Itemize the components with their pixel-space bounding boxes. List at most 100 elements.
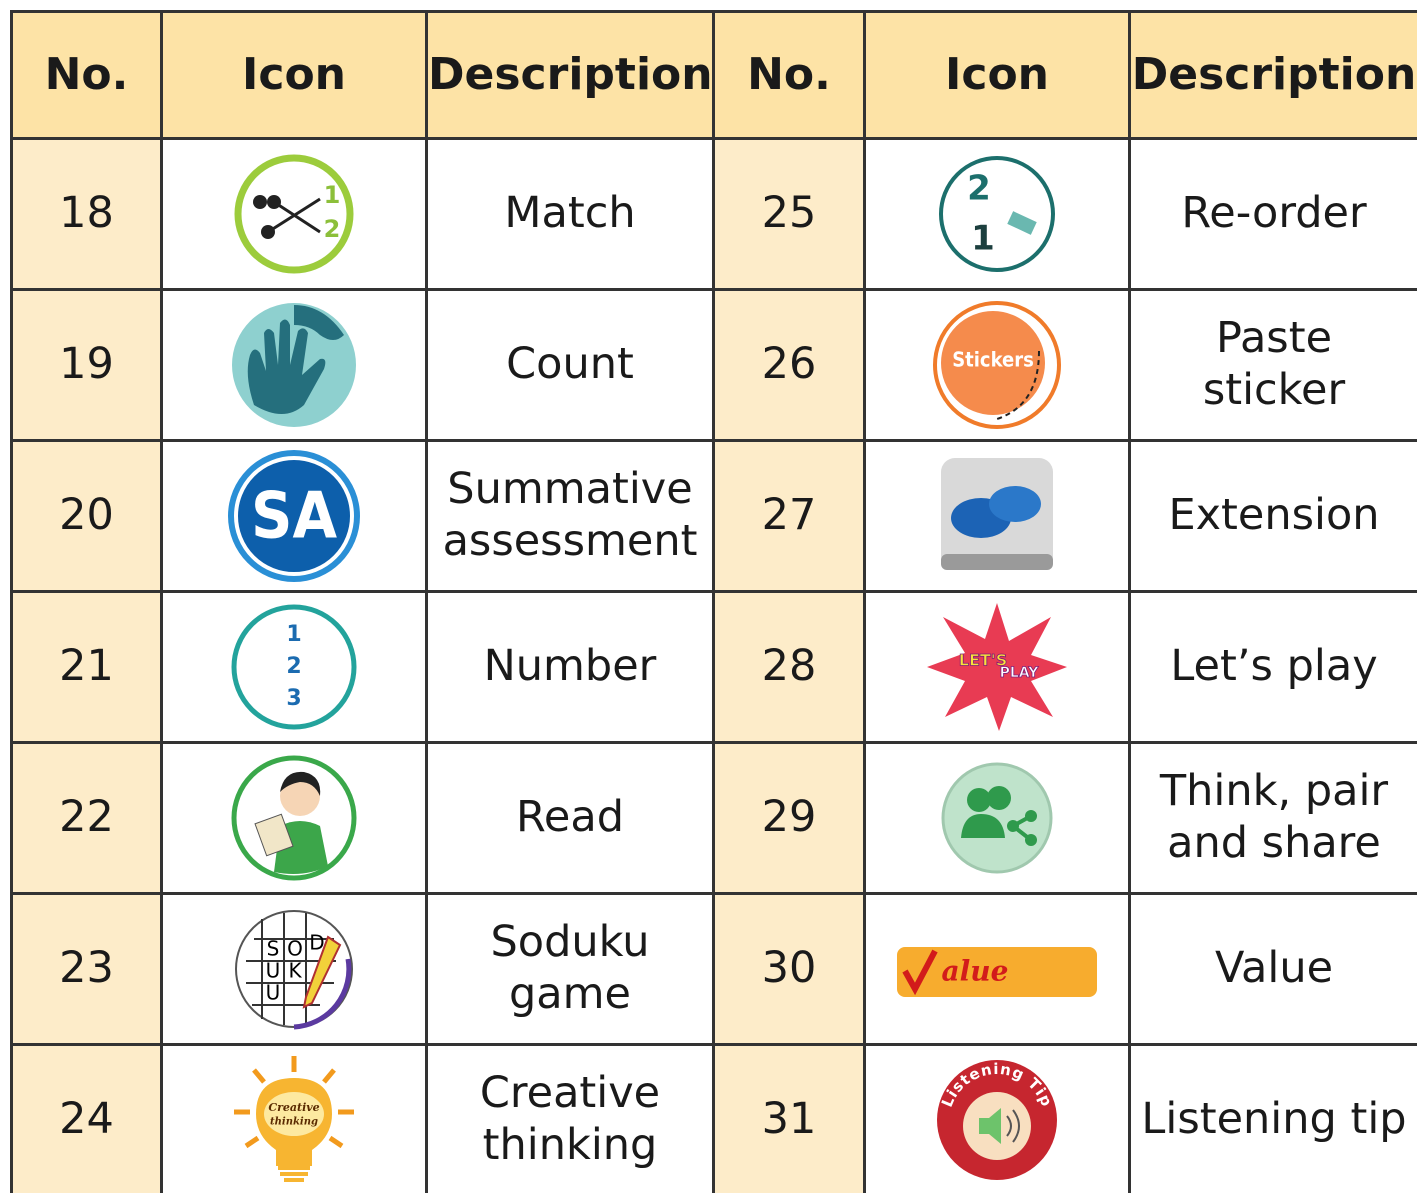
icon-check [902,949,938,996]
icon-rays [234,1056,354,1149]
description-cell: Think, pair and share [1128,741,1417,895]
table-wrap: No. Icon Description No. Icon Description 18 … [10,10,1417,1193]
description-cell: Number [425,590,715,744]
number-cell: 31 [712,1043,866,1193]
number-cell: 29 [712,741,866,895]
icon-text: alue [942,955,1009,988]
icon-text: 1 [324,181,341,209]
icon-disc [941,311,1045,415]
icon-bodies [961,814,1005,838]
icon-text: D [309,931,324,955]
icon [941,762,1053,874]
icon-book [254,813,294,857]
table-row: 21 1 2 3 Number 28 LET'S PLAY Let’s play [10,590,1417,744]
icon-band [897,947,1097,997]
icon-base [278,1166,310,1182]
number-cell: 19 [10,288,163,442]
description-cell: Extension [1128,439,1417,593]
icon: 12 [234,154,354,274]
icon-tag [1007,211,1037,235]
icon: SA [228,450,360,582]
header-cell: Description [1128,10,1417,140]
icon-text: thinking [270,1117,318,1128]
icon-cell: alue [863,892,1131,1046]
icon-ring [939,156,1055,272]
icon-text: 2 [324,215,341,243]
icon-ring [234,456,354,576]
icon-hair [280,771,321,796]
icon: 21 [939,156,1055,272]
description-cell: Re-order [1128,137,1417,291]
icon-ring [231,604,357,730]
number-cell: 30 [712,892,866,1046]
icon-node [1007,820,1019,832]
icon-burst [927,603,1067,731]
icon-text: 2 [967,169,991,209]
icon-text: K [288,959,302,983]
icon-text: Creative [268,1101,319,1114]
icon-arc [293,958,352,1030]
description-cell: Count [425,288,715,442]
description-cell: Listening tip [1128,1043,1417,1193]
icon: alue [897,947,1097,997]
icon-dot [253,195,267,209]
icon-grid [246,913,336,1025]
icon-cell: Stickers [863,288,1131,442]
icon-cell: LET'S PLAY [863,590,1131,744]
number-cell: 21 [10,590,163,744]
number-cell: 22 [10,741,163,895]
number-cell: 23 [10,892,163,1046]
icon: S O D U KU [235,910,353,1030]
icon: 1 2 3 [231,604,357,730]
icon: Stickers [933,301,1061,429]
icon: Creative thinking [234,1056,354,1182]
icon-text: 2 [286,654,301,679]
icon-brain [264,1092,324,1136]
icon-cell [160,288,428,442]
icon-person [987,786,1011,810]
icon-text: SA [251,480,337,554]
icon-cell: Creative thinking [160,1043,428,1193]
number-cell: 27 [712,439,866,593]
icon-curl [996,350,1040,420]
icon-lines [267,197,321,234]
description-cell: Summative assessment [425,439,715,593]
number-cell: 24 [10,1043,163,1193]
number-cell: 25 [712,137,866,291]
icon-hand [247,305,344,414]
header-row: No. Icon Description No. Icon Description [10,10,1417,140]
number-cell: 18 [10,137,163,291]
icon-text: U [266,981,281,1005]
table-row: 20 SA Summative assessment 27 Extension [10,439,1417,593]
header-cell: No. [712,10,866,140]
icon-pencil [302,935,342,1009]
header-cell: Icon [160,10,428,140]
icon-text: 1 [286,622,301,647]
table-row: 23 S O D U K U Soduku game 30 alue Value [10,892,1417,1046]
header-cell: Icon [863,10,1131,140]
description-cell: Paste sticker [1128,288,1417,442]
icon-text: Stickers [952,348,1034,372]
icon-text: LET'S [959,651,1007,670]
icon-text: 1 [971,219,995,259]
number-cell: 20 [10,439,163,593]
description-cell: Creative thinking [425,1043,715,1193]
number-cell: 28 [712,590,866,744]
icon-text: U [266,959,281,983]
icon [941,458,1053,570]
header-cell: No. [10,10,163,140]
icon-table: No. Icon Description No. Icon Description 18 … [10,10,1417,1193]
icon-node [1025,810,1037,822]
description-cell: Soduku game [425,892,715,1046]
icon-person [967,788,991,812]
icon-bubble [989,486,1041,522]
number-cell: 26 [712,288,866,442]
description-cell: Read [425,741,715,895]
icon-disc [941,762,1053,874]
icon-cell: 1 2 3 [160,590,428,744]
